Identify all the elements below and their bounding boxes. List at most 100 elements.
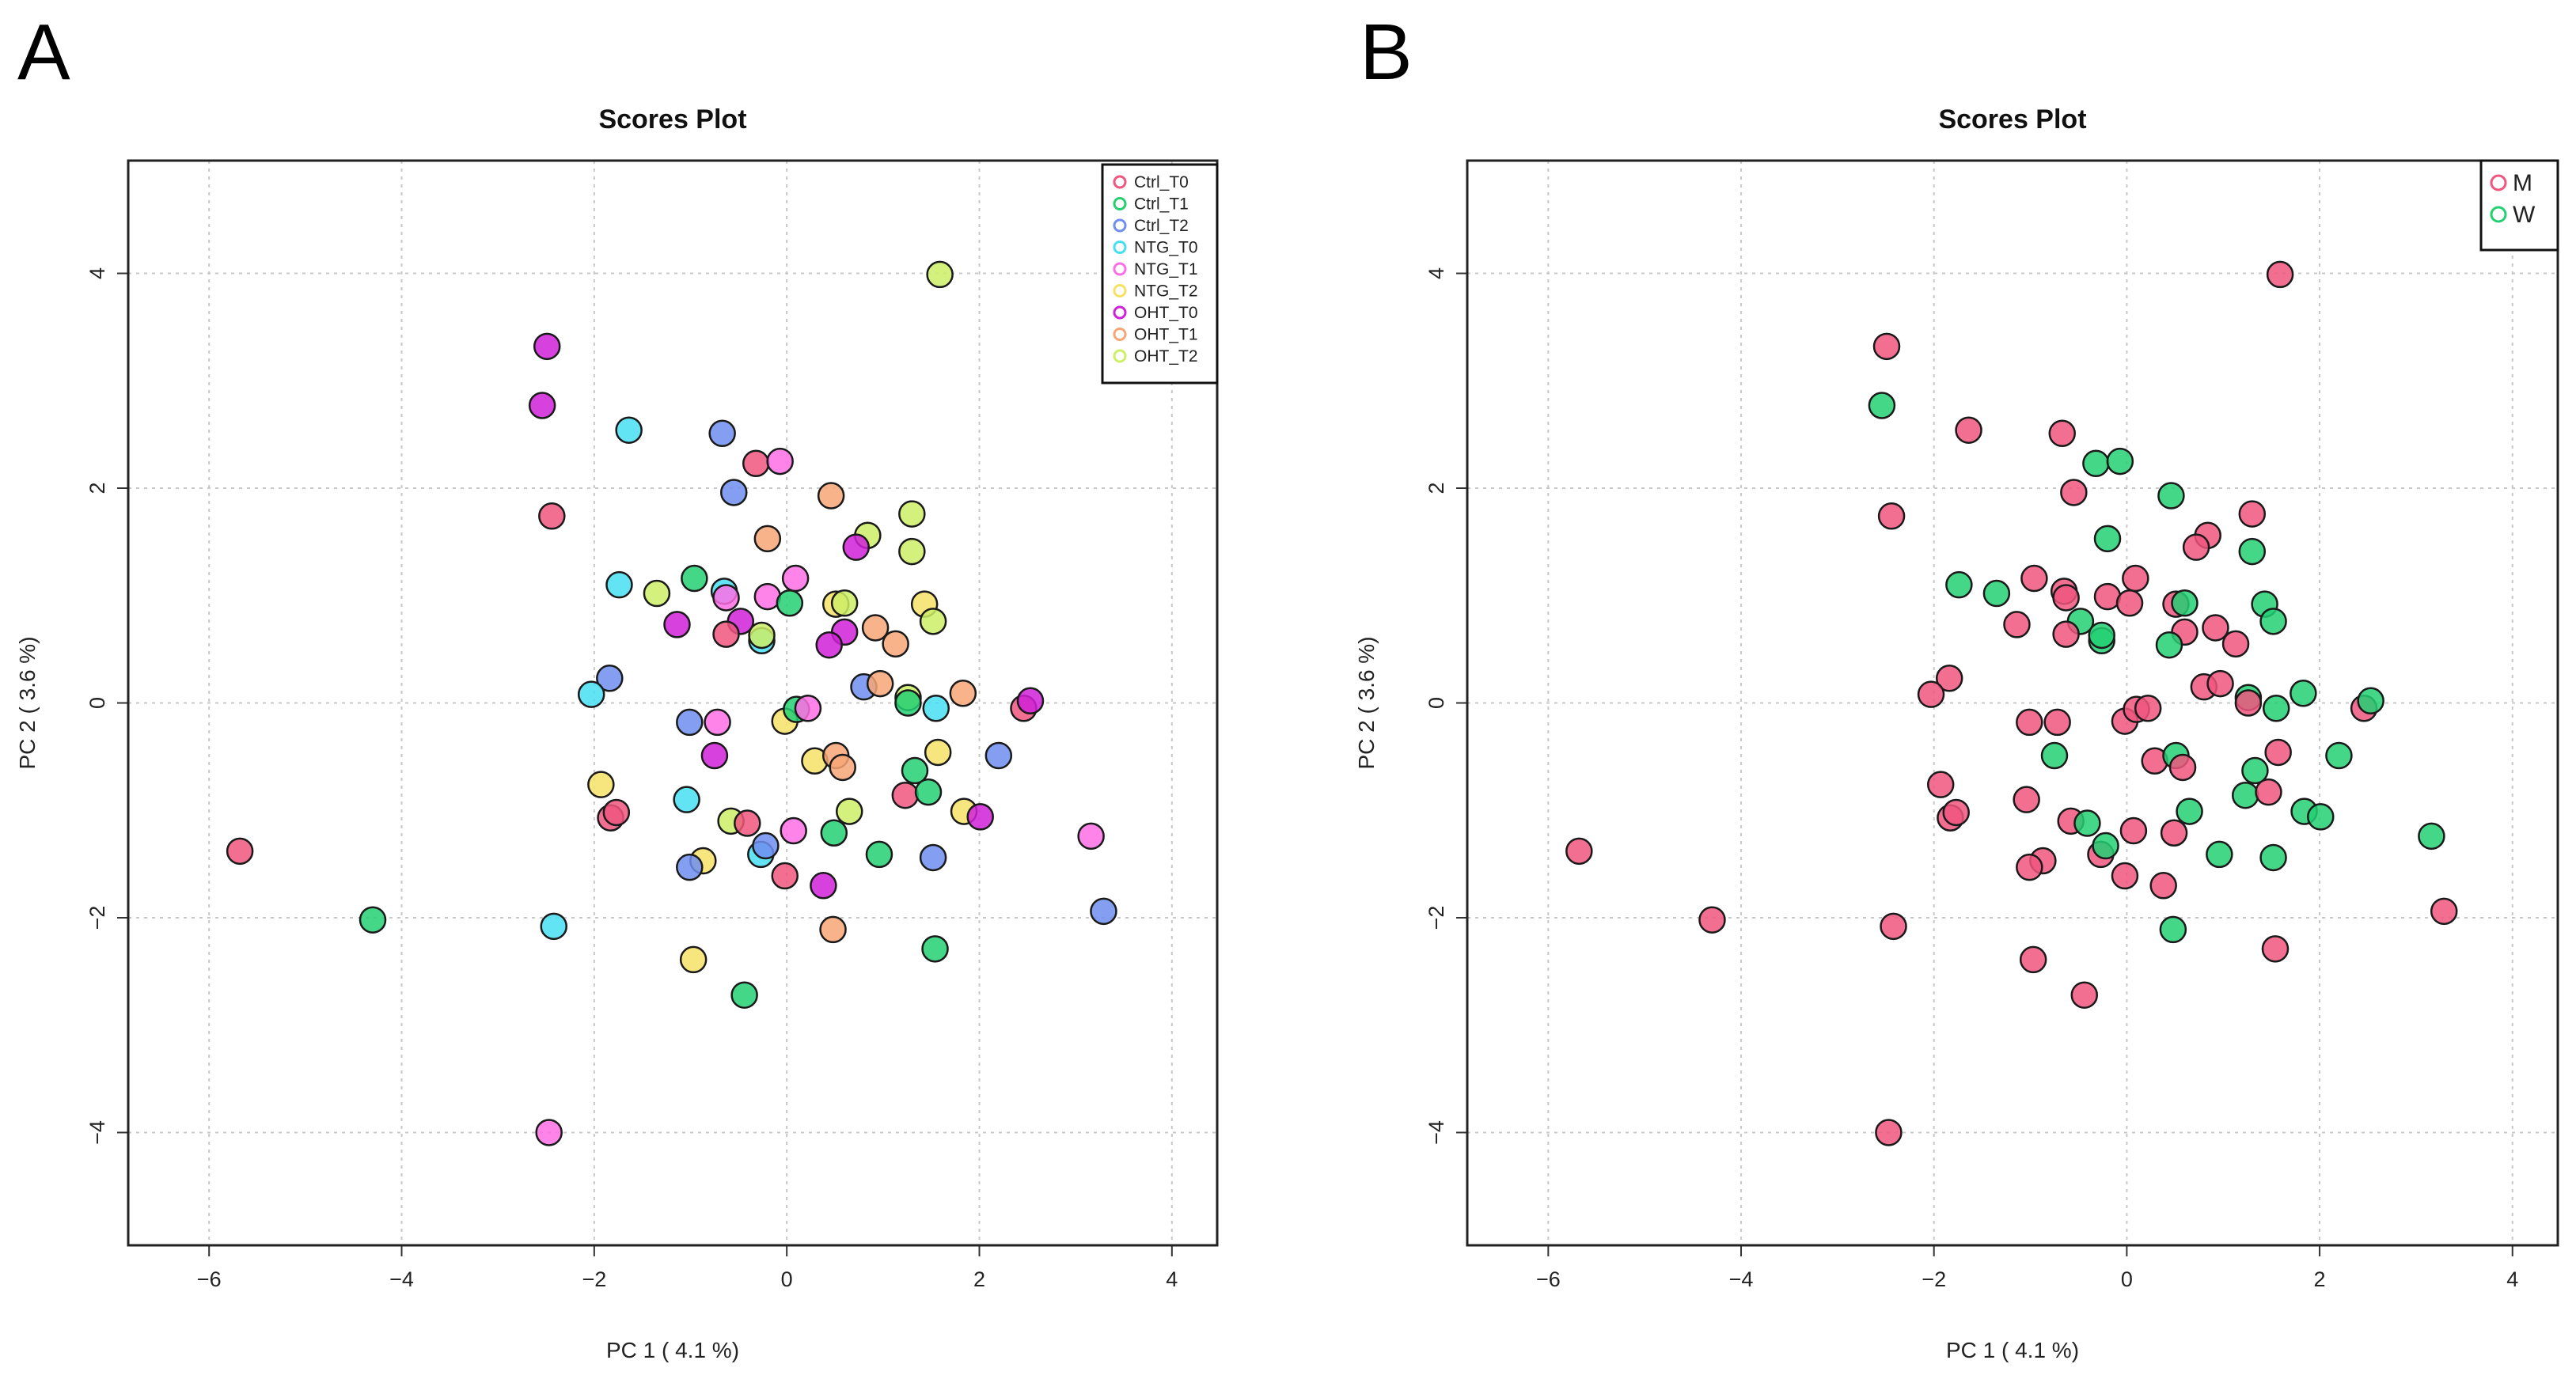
- data-point-w: [2176, 797, 2203, 825]
- data-point-ctrl-t0: [226, 837, 254, 866]
- legend-label: OHT_T1: [1134, 326, 1198, 344]
- x-tick-label: 0: [2121, 1267, 2133, 1291]
- data-point-oht-t0: [528, 392, 556, 419]
- data-point-oht-t1: [829, 753, 856, 782]
- data-point-ntg-t1: [535, 1119, 563, 1146]
- legend-marker-m: [2490, 174, 2507, 191]
- y-tick-label: 4: [1425, 267, 1448, 279]
- data-point-m: [1917, 680, 1945, 708]
- data-point-m: [2168, 753, 2197, 782]
- data-point-w: [2290, 680, 2317, 707]
- data-point-ntg-t1: [704, 708, 731, 737]
- data-point-ntg-t2: [587, 771, 615, 798]
- data-point-w: [2231, 781, 2259, 809]
- data-point-w: [1982, 579, 2011, 608]
- data-point-w: [2106, 447, 2134, 475]
- data-point-m: [2020, 564, 2048, 593]
- x-tick-label: −6: [1536, 1267, 1561, 1291]
- data-point-w: [2307, 803, 2335, 831]
- data-point-ctrl-t2: [708, 419, 736, 448]
- panel-label-a: A: [17, 8, 70, 97]
- data-point-m: [2122, 564, 2149, 593]
- data-point-w: [2238, 537, 2267, 566]
- x-tick-label: −6: [197, 1267, 222, 1291]
- data-point-oht-t0: [533, 332, 561, 361]
- data-point-w: [2088, 621, 2115, 650]
- x-tick-label: −4: [1729, 1267, 1754, 1291]
- legend-label: NTG_T0: [1134, 239, 1198, 257]
- data-point-oht-t0: [966, 803, 994, 831]
- data-point-m: [2052, 620, 2080, 648]
- data-point-m: [2016, 708, 2043, 737]
- legend-label: OHT_T2: [1134, 347, 1198, 366]
- data-point-m: [2003, 611, 2031, 638]
- data-point-ctrl-t1: [901, 756, 929, 785]
- data-point-oht-t0: [700, 741, 729, 770]
- legend-marker-ctrl-t2: [1113, 218, 1127, 233]
- data-point-w: [2357, 687, 2384, 715]
- y-axis-label: PC 2 ( 3.6 %): [1354, 636, 1379, 769]
- legend-label: Ctrl_T1: [1134, 195, 1189, 214]
- data-point-m: [2019, 945, 2047, 974]
- legend-label: NTG_T1: [1134, 260, 1198, 278]
- data-point-w: [2206, 840, 2233, 869]
- data-point-m: [2052, 584, 2080, 612]
- data-point-ctrl-t2: [676, 708, 704, 737]
- x-tick-label: −2: [582, 1267, 606, 1291]
- data-point-oht-t2: [919, 608, 947, 635]
- data-point-ntg-t1: [781, 564, 810, 593]
- legend-marker-ntg-t0: [1113, 241, 1127, 254]
- data-point-ntg-t1: [766, 447, 794, 475]
- data-point-m: [2016, 853, 2043, 881]
- y-tick-label: 0: [85, 697, 109, 709]
- y-tick-label: −2: [1425, 906, 1448, 930]
- data-point-ctrl-t1: [865, 840, 893, 869]
- legend-label: Ctrl_T0: [1134, 173, 1189, 191]
- data-point-m: [2266, 260, 2294, 289]
- data-point-ctrl-t1: [914, 778, 943, 806]
- data-point-w: [2325, 741, 2353, 770]
- data-point-m: [2221, 630, 2250, 658]
- data-point-ctrl-t1: [921, 935, 949, 963]
- plot-border: [127, 159, 1219, 1247]
- y-tick-label: −4: [85, 1120, 109, 1145]
- data-point-m: [2264, 738, 2292, 767]
- data-point-oht-t2: [643, 579, 671, 608]
- data-point-m: [2202, 614, 2229, 642]
- data-point-m: [2255, 778, 2282, 806]
- data-point-m: [1935, 665, 1963, 692]
- legend-marker-ctrl-t0: [1113, 175, 1127, 189]
- y-tick-label: 4: [85, 267, 109, 279]
- data-point-ctrl-t0: [742, 449, 770, 478]
- x-tick-label: 4: [1166, 1267, 1178, 1291]
- data-point-m: [2182, 533, 2210, 561]
- data-point-m: [1955, 416, 1982, 444]
- data-point-ctrl-t1: [359, 906, 387, 934]
- data-point-ctrl-t0: [734, 809, 761, 837]
- data-point-m: [1565, 837, 1593, 866]
- data-point-m: [2119, 816, 2148, 845]
- data-point-oht-t2: [898, 537, 926, 566]
- chart-title: Scores Plot: [1938, 104, 2086, 134]
- x-tick-label: −4: [389, 1267, 414, 1291]
- data-point-m: [2160, 819, 2188, 847]
- data-point-ntg-t0: [615, 416, 643, 444]
- y-tick-label: −4: [1425, 1120, 1448, 1145]
- data-point-m: [2234, 689, 2263, 717]
- data-point-ctrl-t1: [730, 981, 758, 1009]
- data-point-m: [1875, 1119, 1903, 1146]
- legend-box: [2479, 159, 2559, 252]
- data-point-ntg-t1: [1077, 822, 1105, 851]
- legend-marker-ntg-t2: [1113, 284, 1127, 297]
- data-point-oht-t0: [1016, 687, 1045, 715]
- y-tick-label: −2: [85, 906, 109, 930]
- data-point-ctrl-t2: [1090, 897, 1117, 926]
- y-tick-label: 2: [1425, 482, 1448, 494]
- data-point-m: [2134, 695, 2162, 722]
- data-point-ntg-t0: [540, 912, 567, 941]
- data-point-ntg-t1: [794, 695, 822, 722]
- data-point-ctrl-t0: [891, 781, 920, 809]
- panel-label-b: B: [1360, 8, 1413, 97]
- data-point-ctrl-t2: [919, 843, 947, 872]
